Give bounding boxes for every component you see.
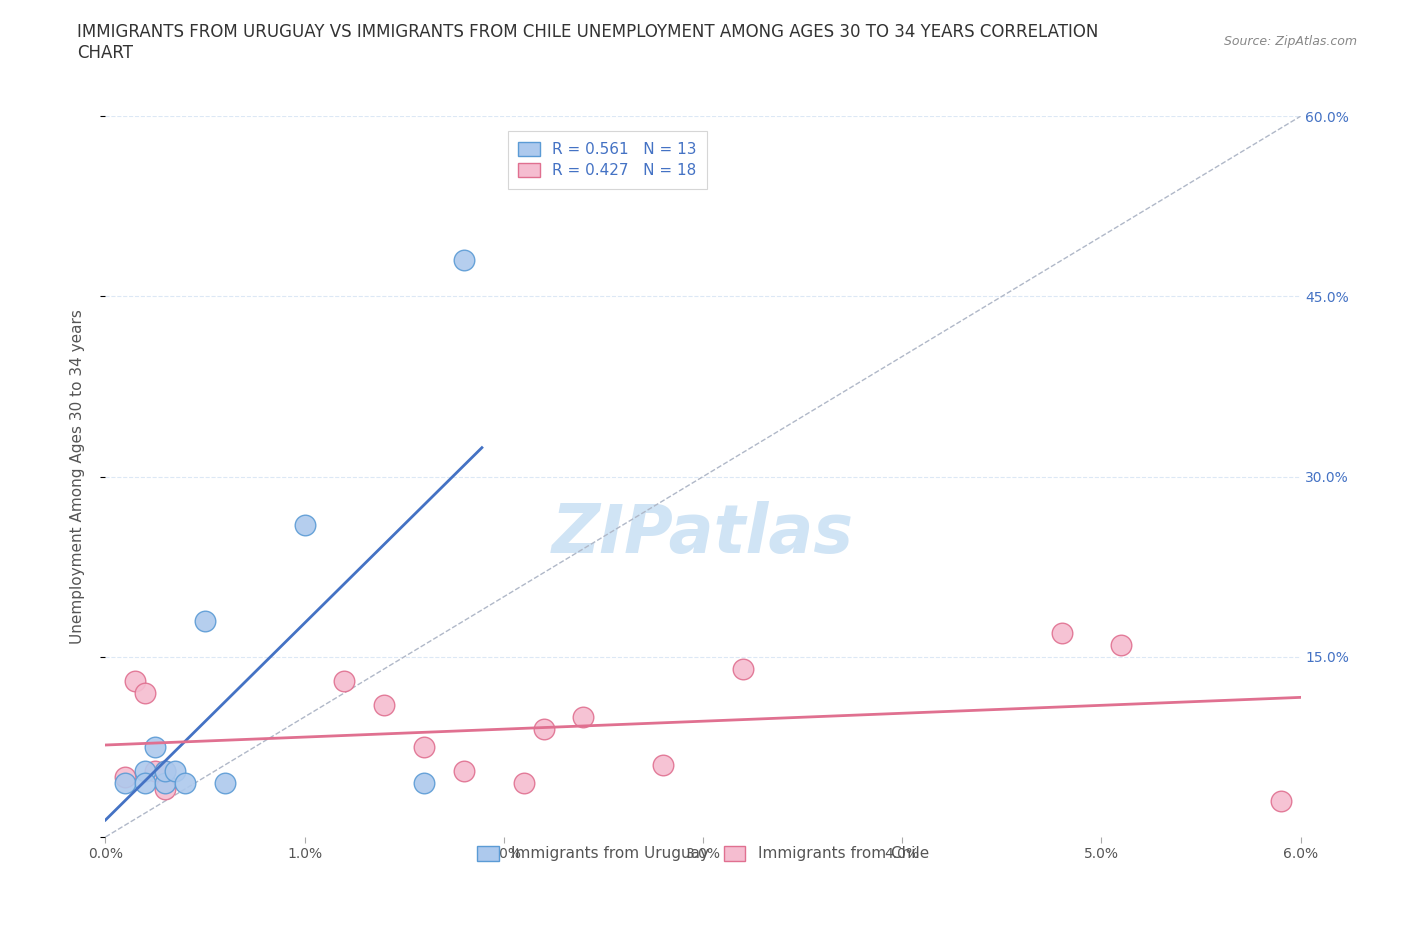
- Text: IMMIGRANTS FROM URUGUAY VS IMMIGRANTS FROM CHILE UNEMPLOYMENT AMONG AGES 30 TO 3: IMMIGRANTS FROM URUGUAY VS IMMIGRANTS FR…: [77, 23, 1098, 62]
- Point: [153, 764, 177, 778]
- Point: [373, 698, 395, 712]
- Point: [114, 769, 136, 784]
- Point: [333, 673, 356, 688]
- Point: [214, 776, 236, 790]
- Point: [114, 776, 136, 790]
- Point: [153, 776, 177, 790]
- Point: [143, 739, 166, 754]
- Point: [134, 776, 156, 790]
- Point: [731, 661, 754, 676]
- Point: [1111, 637, 1133, 652]
- Point: [124, 673, 146, 688]
- Point: [413, 776, 436, 790]
- Point: [165, 764, 187, 778]
- Point: [413, 739, 436, 754]
- Point: [153, 781, 177, 796]
- Point: [143, 764, 166, 778]
- Point: [174, 776, 197, 790]
- Point: [453, 253, 475, 268]
- Point: [134, 685, 156, 700]
- Point: [513, 776, 536, 790]
- Text: ZIPatlas: ZIPatlas: [553, 501, 853, 567]
- Point: [1270, 793, 1292, 808]
- Y-axis label: Unemployment Among Ages 30 to 34 years: Unemployment Among Ages 30 to 34 years: [70, 309, 84, 644]
- Point: [652, 757, 675, 772]
- Point: [453, 764, 475, 778]
- Point: [194, 614, 217, 629]
- Point: [1050, 625, 1073, 640]
- Legend: Immigrants from Uruguay, Immigrants from Chile: Immigrants from Uruguay, Immigrants from…: [470, 838, 936, 869]
- Point: [533, 722, 555, 737]
- Point: [153, 764, 177, 778]
- Point: [294, 517, 316, 532]
- Text: Source: ZipAtlas.com: Source: ZipAtlas.com: [1223, 35, 1357, 48]
- Point: [134, 764, 156, 778]
- Point: [572, 710, 595, 724]
